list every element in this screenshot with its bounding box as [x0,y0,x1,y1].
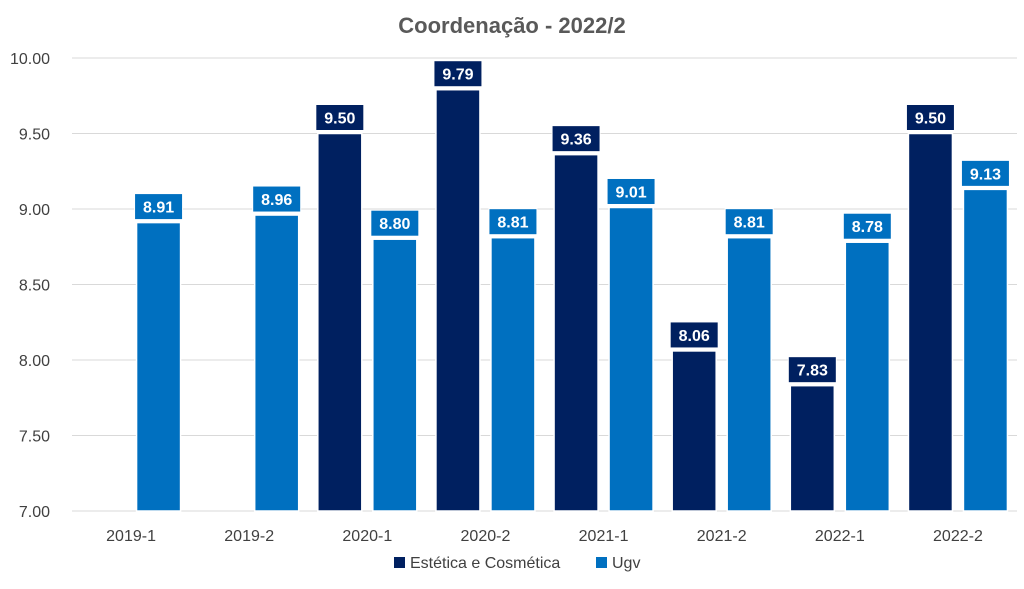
bar [726,236,772,512]
bar [372,238,418,512]
data-labels: 8.91 8.96 9.50 8.80 9.79 8.81 9.36 9.01 8.06 8.81… [134,60,1010,384]
x-tick-label: 2020-2 [461,528,511,545]
data-label-box [787,356,837,384]
data-label-box [315,104,365,131]
bar [671,350,717,512]
x-tick-label: 2022-1 [815,528,865,545]
x-tick-label: 2022-2 [933,528,983,545]
data-label: 8.81 [497,215,528,232]
bar [608,206,654,512]
y-tick-label: 10.00 [10,51,50,68]
x-tick-label: 2019-2 [224,528,274,545]
legend-label: Estética e Cosmética [410,555,560,572]
bars [135,88,1009,512]
x-axis-ticks: 2019-1 2019-2 2020-1 2020-2 2021-1 2021-2 2022… [106,528,983,545]
y-tick-label: 9.50 [19,127,50,144]
data-label-box [433,60,483,88]
data-label: 8.81 [734,215,765,232]
data-label: 9.79 [442,67,473,84]
x-tick-label: 2020-1 [342,528,392,545]
data-label-box [606,177,656,205]
data-label: 9.01 [615,184,646,201]
bar [789,384,836,512]
legend-swatch [394,557,405,568]
y-tick-label: 8.00 [19,353,50,370]
y-tick-label: 7.00 [19,504,50,521]
bar [907,132,954,512]
x-tick-label: 2019-1 [106,528,156,545]
bar [490,236,536,512]
data-label: 9.50 [324,111,355,128]
data-label: 9.36 [560,132,591,149]
chart-title: Coordenação - 2022/2 [398,13,625,38]
data-label-box [551,125,601,153]
x-tick-label: 2021-2 [697,528,747,545]
bar [553,153,599,512]
data-label-box [842,212,892,240]
x-tick-label: 2021-1 [579,528,629,545]
data-label-box [252,185,302,213]
data-label: 8.91 [143,200,174,217]
data-label-box [370,209,420,237]
data-label: 8.96 [261,192,292,209]
bar [844,241,891,512]
gridlines [72,57,1017,512]
data-label-box [669,321,719,349]
legend: Estética e Cosmética Ugv [394,555,640,572]
data-label-box [960,159,1010,187]
bar [435,88,481,512]
data-label: 9.13 [970,166,1001,183]
legend-swatch [596,557,607,568]
bar [317,132,363,512]
legend-label: Ugv [612,555,640,572]
y-axis-ticks: 7.00 7.50 8.00 8.50 9.00 9.50 10.00 [10,51,50,521]
y-tick-label: 8.50 [19,278,50,295]
y-tick-label: 9.00 [19,202,50,219]
data-label: 8.78 [852,219,883,236]
data-label-box [134,193,184,221]
bar [962,188,1009,512]
data-label-box [488,208,538,236]
data-label: 8.06 [679,328,710,345]
bar [135,221,182,512]
data-label: 8.80 [379,216,410,233]
bar [253,214,300,512]
data-label: 9.50 [915,111,946,128]
data-label: 7.83 [797,363,828,380]
data-label-box [905,104,955,131]
y-tick-label: 7.50 [19,429,50,446]
data-label-box [724,208,774,236]
